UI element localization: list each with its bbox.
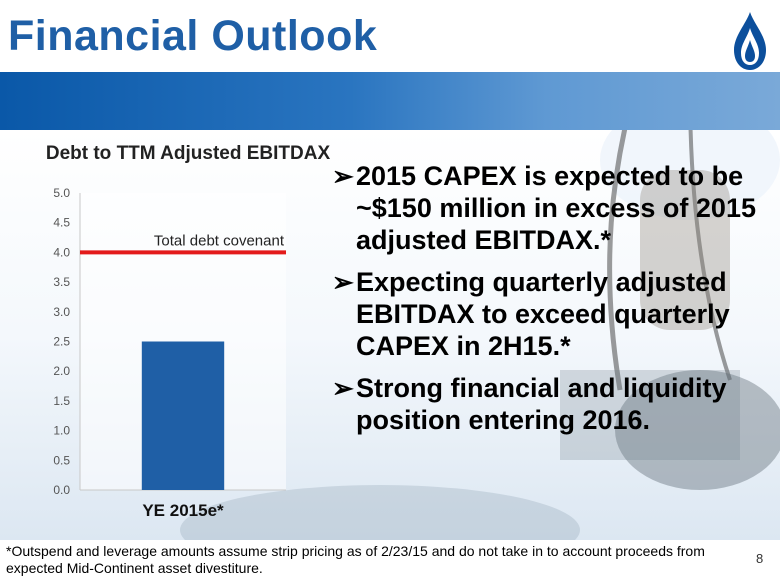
- y-tick-label: 5.0: [53, 186, 70, 200]
- slide-title: Financial Outlook: [8, 12, 378, 60]
- page-number: 8: [756, 551, 764, 566]
- bullet-text: 2015 CAPEX is expected to be ~$150 milli…: [356, 161, 756, 255]
- blue-band: [0, 72, 780, 130]
- bullet-text: Expecting quarterly adjusted EBITDAX to …: [356, 267, 730, 361]
- arrow-bullet-icon: ➢: [332, 267, 354, 297]
- arrow-bullet-icon: ➢: [332, 373, 354, 403]
- y-tick-label: 2.5: [53, 335, 70, 349]
- y-tick-label: 3.0: [53, 305, 70, 319]
- chart-title: Debt to TTM Adjusted EBITDAX: [45, 143, 331, 164]
- covenant-label: Total debt covenant: [154, 232, 285, 249]
- x-tick-label: YE 2015e*: [142, 501, 224, 520]
- footnote: *Outspend and leverage amounts assume st…: [6, 543, 705, 576]
- header-banner: [0, 0, 780, 72]
- bar: [141, 341, 225, 490]
- y-tick-label: 0.5: [53, 453, 70, 467]
- bullet-item: ➢ Strong financial and liquidity positio…: [332, 372, 772, 436]
- y-tick-label: 4.5: [53, 216, 70, 230]
- y-tick-label: 2.0: [53, 364, 70, 378]
- debt-ebitdax-chart: 0.0 0.5 1.0 1.5 2.0 2.5 3.0 3.5 4.0 4.5 5.0 YE 2015…: [53, 186, 286, 520]
- y-tick-label: 3.5: [53, 275, 70, 289]
- bullet-item: ➢ 2015 CAPEX is expected to be ~$150 mil…: [332, 160, 772, 256]
- arrow-bullet-icon: ➢: [332, 161, 354, 191]
- bullet-text: Strong financial and liquidity position …: [356, 373, 727, 435]
- y-tick-label: 1.0: [53, 424, 70, 438]
- bullet-item: ➢ Expecting quarterly adjusted EBITDAX t…: [332, 266, 772, 362]
- bullet-list: ➢ 2015 CAPEX is expected to be ~$150 mil…: [332, 160, 772, 446]
- y-tick-label: 4.0: [53, 245, 70, 259]
- flame-drop-icon: [734, 12, 766, 70]
- y-tick-label: 1.5: [53, 394, 70, 408]
- y-tick-label: 0.0: [53, 483, 70, 497]
